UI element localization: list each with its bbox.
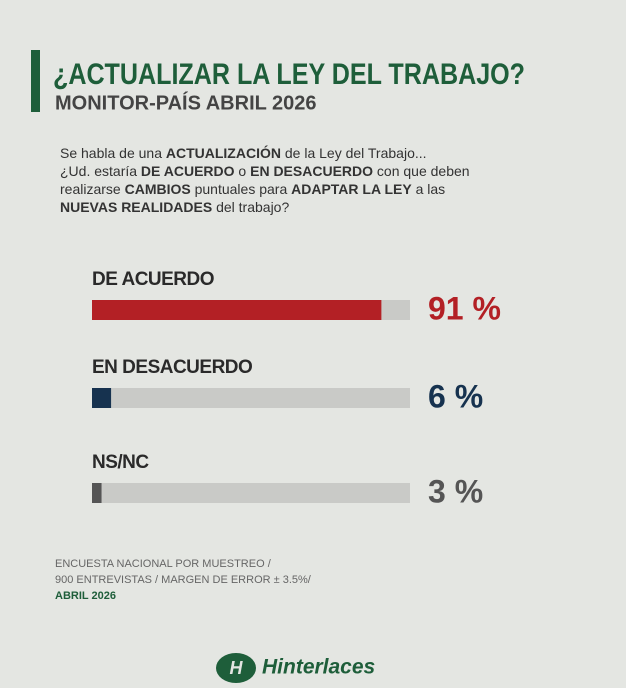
question-text: ACTUALIZACIÓN (166, 144, 281, 161)
title: ¿ACTUALIZAR LA LEY DEL TRABAJO? (53, 58, 525, 91)
logo-icon (216, 653, 256, 683)
footnote: ENCUESTA NACIONAL POR MUESTREO / (55, 558, 272, 570)
question-text: puntuales para (191, 181, 291, 197)
value-label: 3 % (428, 473, 483, 509)
question-text: del trabajo? (212, 199, 289, 215)
source: Hinterlaces (262, 656, 375, 679)
title-accent (31, 50, 40, 112)
question-text: o (235, 163, 251, 179)
question-text: ADAPTAR LA LEY (291, 181, 412, 197)
logo-letter: H (230, 658, 244, 678)
bar-track (92, 388, 410, 408)
category-label: DE ACUERDO (92, 269, 214, 290)
question-text: realizarse (60, 181, 125, 197)
question-line: realizarse CAMBIOS puntuales para ADAPTA… (60, 181, 445, 197)
category-label: EN DESACUERDO (92, 357, 252, 378)
question-text: con que deben (373, 163, 470, 179)
bar (92, 300, 382, 320)
question-text: NUEVAS REALIDADES (60, 199, 212, 215)
bar (92, 483, 102, 503)
subtitle: MONITOR-PAÍS ABRIL 2026 (55, 91, 317, 114)
question-text: DE ACUERDO (141, 163, 235, 179)
bar (92, 388, 112, 408)
question-text: a las (412, 181, 445, 197)
footnote: 900 ENTREVISTAS / MARGEN DE ERROR ± 3.5%… (55, 574, 312, 586)
question-text: de la Ley del Trabajo... (281, 145, 427, 161)
question-text: Se habla de una (60, 145, 166, 161)
question-line: Se habla de una ACTUALIZACIÓN de la Ley … (60, 144, 427, 161)
bar-track (92, 483, 410, 503)
value-label: 6 % (428, 378, 483, 414)
question-line: ¿Ud. estaría DE ACUERDO o EN DESACUERDO … (60, 163, 470, 179)
logo: H (216, 653, 256, 683)
question-text: EN DESACUERDO (250, 163, 373, 179)
question-text: ¿Ud. estaría (60, 163, 141, 179)
footnote: ABRIL 2026 (55, 590, 116, 602)
value-label: 91 % (428, 290, 501, 326)
question-text: CAMBIOS (125, 181, 191, 197)
category-label: NS/NC (92, 452, 149, 473)
question-line: NUEVAS REALIDADES del trabajo? (60, 199, 289, 215)
